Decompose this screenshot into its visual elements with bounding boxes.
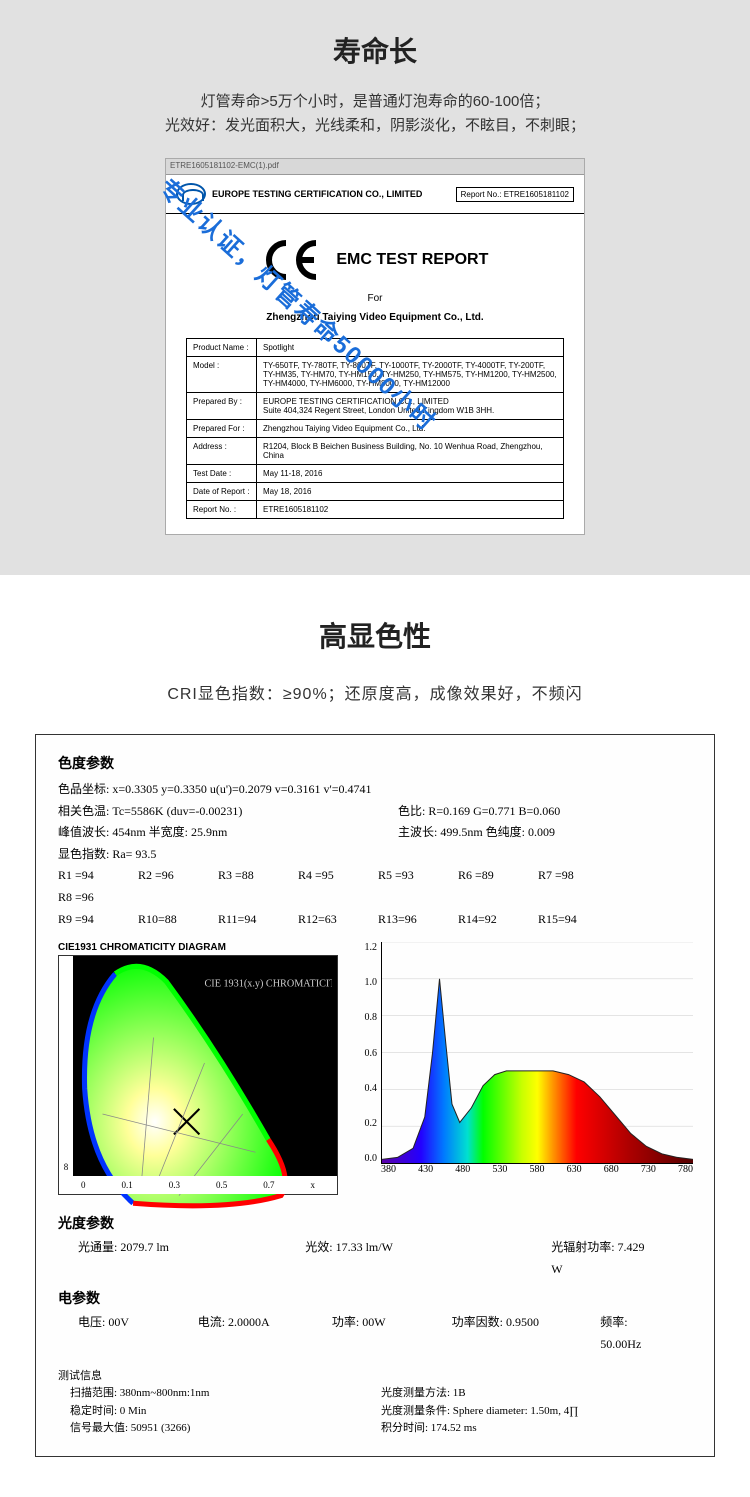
cert-report-no: Report No.: ETRE1605181102	[456, 187, 574, 202]
spectrum-plot	[381, 942, 693, 1164]
ce-logo-icon	[262, 239, 322, 281]
r-value: R15=94	[538, 909, 618, 931]
r-value: R1 =94	[58, 865, 138, 887]
svg-text:CIE 1931(x.y) CHROMATICITY DIA: CIE 1931(x.y) CHROMATICITY DIAGRAM	[205, 979, 333, 990]
lumin-params: 光通量: 2079.7 lm 光效: 17.33 lm/W 光辐射功率: 7.429…	[58, 1237, 692, 1280]
testinfo-col1: 扫描范围: 380nm~800nm:1nm稳定时间: 0 Min信号最大值: 5…	[70, 1385, 381, 1438]
cri-section: 高显色性 CRI显色指数：≥90%；还原度高，成像效果好，不频闪 色度参数 色品…	[0, 575, 750, 1497]
cert-val: May 18, 2016	[257, 483, 564, 501]
cert-logo-icon	[176, 183, 206, 205]
r-value: R12=63	[298, 909, 378, 931]
r-value: R3 =88	[218, 865, 298, 887]
param-item: 电流: 2.0000A	[198, 1312, 292, 1355]
spectrum-svg	[382, 942, 693, 1163]
section2-desc: CRI显色指数：≥90%；还原度高，成像效果好，不频闪	[0, 680, 750, 704]
desc-line1: 灯管寿命>5万个小时，是普通灯泡寿命的60-100倍；	[0, 90, 750, 114]
cert-table: Product Name :SpotlightModel :TY-650TF, …	[186, 338, 564, 519]
param-item: 光效: 17.33 lm/W	[305, 1237, 511, 1280]
cert-val: TY-650TF, TY-780TF, TY-800TF, TY-1000TF,…	[257, 357, 564, 393]
chroma-dom: 主波长: 499.5nm 色纯度: 0.009	[398, 822, 555, 844]
elec-params: 电压: 00V 电流: 2.0000A 功率: 00W 功率因数: 0.9500 频率:…	[58, 1312, 692, 1355]
elec-header: 电参数	[58, 1288, 692, 1308]
spectrum-y-axis: 0.00.20.40.60.81.01.2	[353, 942, 381, 1164]
cert-body: EMC TEST REPORT For Zhengzhou Taiying Vi…	[166, 214, 584, 534]
cert-header: EUROPE TESTING CERTIFICATION CO., LIMITE…	[166, 175, 584, 214]
chroma-peak: 峰值波长: 454nm 半宽度: 25.9nm	[58, 822, 398, 844]
desc-line2: 光效好：发光面积大，光线柔和，阴影淡化，不眩目，不刺眼；	[0, 114, 750, 138]
cert-key: Address :	[187, 438, 257, 465]
section2-title: 高显色性	[0, 615, 750, 655]
charts-container: CIE1931 CHROMATICITY DIAGRAM 8	[58, 942, 692, 1195]
cert-key: Prepared For :	[187, 420, 257, 438]
cert-key: Prepared By :	[187, 393, 257, 420]
ce-report-title: EMC TEST REPORT	[336, 251, 488, 269]
chroma-line1: 色品坐标: x=0.3305 y=0.3350 u(u')=0.2079 v=0…	[58, 779, 692, 801]
chroma-ra: 显色指数: Ra= 93.5	[58, 844, 692, 866]
r-values-row1: R1 =94R2 =96R3 =88R4 =95R5 =93R6 =89R7 =…	[58, 865, 692, 908]
r-value: R11=94	[218, 909, 298, 931]
r-value: R4 =95	[298, 865, 378, 887]
param-item: 电压: 00V	[78, 1312, 158, 1355]
cert-key: Model :	[187, 357, 257, 393]
r-value: R6 =89	[458, 865, 538, 887]
chroma-tc: 相关色温: Tc=5586K (duv=-0.00231)	[58, 801, 398, 823]
lumin-header: 光度参数	[58, 1213, 692, 1233]
r-values-row2: R9 =94R10=88R11=94R12=63R13=96R14=92R15=…	[58, 909, 692, 931]
cert-key: Test Date :	[187, 465, 257, 483]
testinfo-header: 测试信息	[58, 1368, 692, 1386]
spectrum-chart-box: 0.00.20.40.60.81.01.2 38043048053	[353, 942, 693, 1182]
cert-val: ETRE1605181102	[257, 501, 564, 519]
cie-y-axis: 8	[59, 956, 73, 1176]
cie-title: CIE1931 CHROMATICITY DIAGRAM	[58, 942, 338, 953]
chroma-line2: 相关色温: Tc=5586K (duv=-0.00231) 色比: R=0.16…	[58, 801, 692, 823]
section1-desc: 灯管寿命>5万个小时，是普通灯泡寿命的60-100倍； 光效好：发光面积大，光线…	[0, 90, 750, 138]
chroma-line3: 峰值波长: 454nm 半宽度: 25.9nm 主波长: 499.5nm 色纯度…	[58, 822, 692, 844]
chroma-header: 色度参数	[58, 753, 692, 773]
section1-title: 寿命长	[0, 30, 750, 70]
testinfo-col2: 光度测量方法: 1B光度测量条件: Sphere diameter: 1.50m…	[381, 1385, 692, 1438]
ce-mark: EMC TEST REPORT	[186, 239, 564, 281]
r-value: R2 =96	[138, 865, 218, 887]
r-value: R8 =96	[58, 887, 138, 909]
param-item: 功率因数: 0.9500	[452, 1312, 561, 1355]
chroma-rgb: 色比: R=0.169 G=0.771 B=0.060	[398, 801, 560, 823]
cert-key: Report No. :	[187, 501, 257, 519]
cie-chromaticity-diagram: 8 CIE 1931(x.y) CH	[58, 955, 338, 1195]
cert-filename: ETRE1605181102-EMC(1).pdf	[166, 159, 584, 175]
cert-val: Zhengzhou Taiying Video Equipment Co., L…	[257, 420, 564, 438]
param-item: 频率: 50.00Hz	[600, 1312, 652, 1355]
longlife-section: 寿命长 灯管寿命>5万个小时，是普通灯泡寿命的60-100倍； 光效好：发光面积…	[0, 0, 750, 575]
cert-val: May 11-18, 2016	[257, 465, 564, 483]
cert-company: EUROPE TESTING CERTIFICATION CO., LIMITE…	[212, 189, 422, 199]
param-item: 光通量: 2079.7 lm	[78, 1237, 265, 1280]
r-value: R9 =94	[58, 909, 138, 931]
r-value: R13=96	[378, 909, 458, 931]
spectrum-chart: 0.00.20.40.60.81.01.2 38043048053	[353, 942, 693, 1182]
param-item: 光辐射功率: 7.429 W	[551, 1237, 652, 1280]
test-report: 色度参数 色品坐标: x=0.3305 y=0.3350 u(u')=0.207…	[35, 734, 715, 1457]
r-value: R14=92	[458, 909, 538, 931]
cert-client: Zhengzhou Taiying Video Equipment Co., L…	[186, 312, 564, 323]
cert-val: R1204, Block B Beichen Business Building…	[257, 438, 564, 465]
param-item: 功率: 00W	[332, 1312, 412, 1355]
cert-val: Spotlight	[257, 339, 564, 357]
cert-key: Date of Report :	[187, 483, 257, 501]
cert-for: For	[186, 293, 564, 304]
r-value: R10=88	[138, 909, 218, 931]
r-value: R5 =93	[378, 865, 458, 887]
cert-val: EUROPE TESTING CERTIFICATION CO., LIMITE…	[257, 393, 564, 420]
r-value: R7 =98	[538, 865, 618, 887]
cert-key: Product Name :	[187, 339, 257, 357]
spectrum-x-axis: 380430480530580630680730780	[381, 1164, 693, 1182]
cie-x-axis: 00.10.30.50.7x	[59, 1176, 337, 1194]
test-info: 测试信息 扫描范围: 380nm~800nm:1nm稳定时间: 0 Min信号最…	[58, 1368, 692, 1438]
cie-chart-box: CIE1931 CHROMATICITY DIAGRAM 8	[58, 942, 338, 1195]
certificate-document: ETRE1605181102-EMC(1).pdf EUROPE TESTING…	[165, 158, 585, 535]
